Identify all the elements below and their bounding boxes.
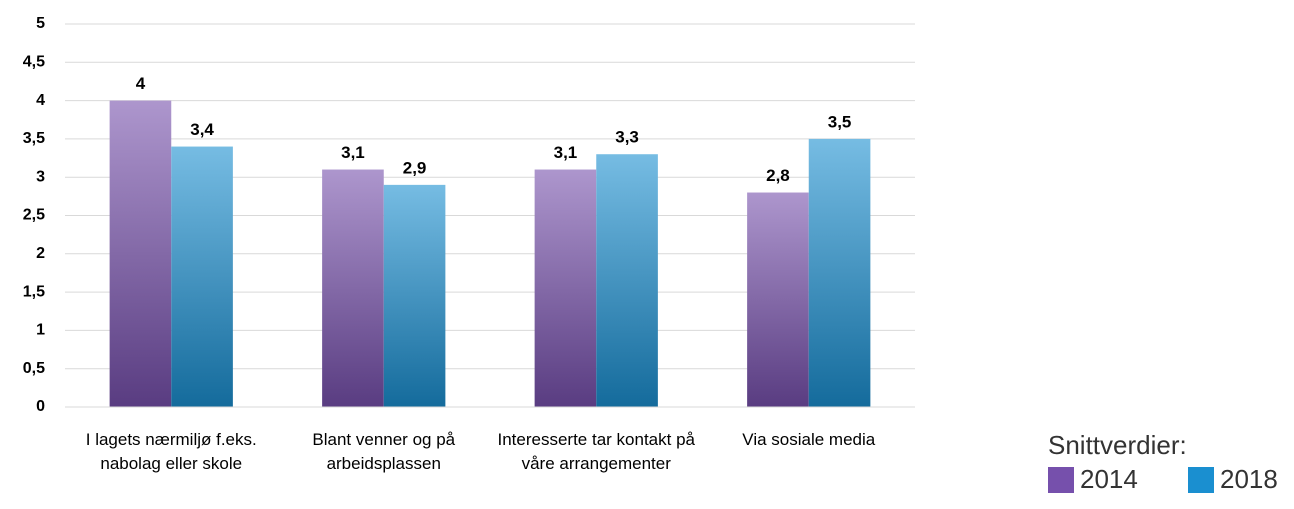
y-tick-label: 4,5	[23, 54, 45, 71]
y-tick-label: 5	[36, 15, 45, 32]
y-tick-label: 0	[36, 398, 45, 415]
value-label: 3,5	[828, 112, 852, 131]
legend-label: 2014	[1080, 464, 1138, 494]
value-label: 3,1	[341, 143, 365, 162]
bar	[596, 154, 658, 407]
value-label: 3,3	[615, 128, 639, 147]
value-label: 4	[136, 74, 146, 93]
legend-label: 2018	[1220, 464, 1278, 494]
bar	[808, 138, 871, 407]
y-tick-label: 0,5	[23, 360, 45, 377]
value-label: 3,1	[554, 143, 578, 162]
value-label: 3,4	[190, 120, 214, 139]
legend-swatch	[1188, 467, 1214, 493]
value-label: 2,8	[766, 166, 790, 185]
bar	[534, 169, 597, 407]
bar	[109, 100, 172, 407]
y-tick-label: 4	[36, 92, 45, 109]
bar	[383, 184, 446, 407]
bar	[322, 169, 384, 407]
y-tick-label: 2,5	[23, 207, 45, 224]
y-tick-label: 1	[36, 322, 45, 339]
x-tick-label: Blant venner og på arbeidsplassen	[312, 430, 456, 473]
value-label: 2,9	[403, 158, 427, 177]
x-tick-label: Via sosiale media	[742, 430, 876, 449]
bar	[747, 192, 809, 407]
y-tick-label: 3,5	[23, 130, 45, 147]
x-tick-label: Interesserte tar kontakt på våre arrange…	[497, 430, 696, 473]
y-tick-label: 3	[36, 168, 45, 185]
bar	[171, 146, 233, 407]
y-tick-label: 2	[36, 245, 45, 262]
legend-swatch	[1048, 467, 1074, 493]
legend-title: Snittverdier:	[1048, 430, 1187, 460]
y-tick-label: 1,5	[23, 283, 45, 300]
x-tick-label: I lagets nærmiljø f.eks. nabolag eller s…	[85, 430, 257, 473]
